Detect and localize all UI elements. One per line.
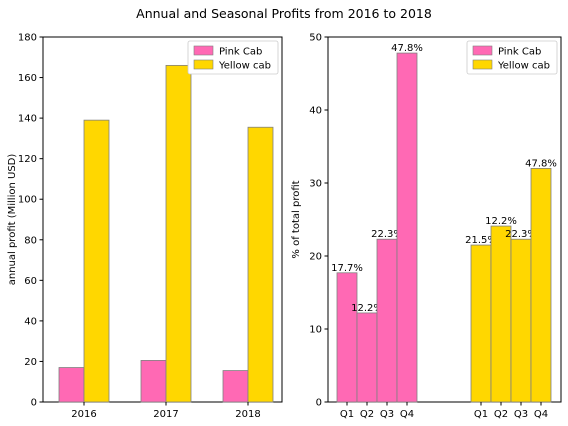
bar-yellow-cab-2016 [83, 119, 110, 403]
y-tick-label: 40 [309, 106, 322, 117]
y-tick-label: 0 [31, 398, 37, 409]
y-tick-label: 40 [24, 316, 37, 327]
y-tick-label: 30 [309, 179, 322, 190]
x-tick-label: 2017 [153, 409, 178, 420]
bar-yellow-cab-q2 [490, 225, 512, 403]
data-label-yellow-cab-q3: 22.3% [505, 229, 537, 240]
bar-pink-cab-2018 [222, 370, 249, 403]
legend-swatch-yellow-cab [193, 59, 214, 70]
y-tick-label: 0 [316, 398, 322, 409]
y-axis-label: annual profit (Million USD) [7, 154, 18, 286]
bar-pink-cab-2016 [58, 367, 85, 403]
bar-yellow-cab-q3 [510, 238, 532, 403]
data-label-pink-cab-q1: 17.7% [331, 263, 363, 274]
y-tick-label: 160 [18, 73, 37, 84]
legend: Pink Cab Yellow cab [187, 40, 279, 75]
y-tick-label: 20 [309, 252, 322, 263]
legend-label: Pink Cab [498, 47, 541, 58]
data-label-pink-cab-q3: 22.3% [371, 229, 403, 240]
legend-swatch-pink-cab [193, 45, 214, 56]
x-tick-label: Q2 [360, 409, 374, 420]
legend: Pink Cab Yellow cab [466, 40, 558, 75]
legend-label: Pink Cab [219, 47, 262, 58]
x-tick-label: Q4 [534, 409, 548, 420]
y-tick-label: 140 [18, 114, 37, 125]
seasonal-profit-chart: 0 10 20 30 40 50 17.7% Q1 12.2% Q2 22.3% Q3 47.8% Q4 2… [291, 33, 562, 420]
y-tick-label: 10 [309, 325, 322, 336]
legend-label: Yellow cab [218, 61, 271, 72]
legend-label: Yellow cab [497, 61, 550, 72]
bar-yellow-cab-q1 [470, 244, 492, 403]
bar-pink-cab-q3 [376, 238, 398, 403]
y-tick-label: 120 [18, 154, 37, 165]
x-tick-label: Q2 [494, 409, 508, 420]
bar-yellow-cab-q4 [530, 167, 552, 403]
data-label-pink-cab-q2: 12.2% [351, 303, 383, 314]
y-axis-label: % of total profit [291, 180, 302, 258]
y-tick-label: 50 [309, 33, 322, 44]
bar-pink-cab-2017 [140, 360, 167, 403]
bar-pink-cab-q4 [396, 52, 418, 403]
x-tick-label: Q3 [514, 409, 528, 420]
figure-title: Annual and Seasonal Profits from 2016 to… [136, 6, 432, 21]
data-label-yellow-cab-q4: 47.8% [525, 158, 557, 169]
legend-swatch-yellow-cab [472, 59, 493, 70]
x-tick-label: 2018 [235, 409, 260, 420]
bar-pink-cab-q1 [336, 272, 358, 403]
data-label-pink-cab-q4: 47.8% [391, 43, 423, 54]
y-tick-label: 100 [18, 195, 37, 206]
data-label-yellow-cab-q2: 12.2% [485, 216, 517, 227]
y-tick-label: 80 [24, 235, 37, 246]
bar-yellow-cab-2017 [165, 64, 192, 403]
x-tick-label: Q4 [400, 409, 414, 420]
bar-pink-cab-q2 [356, 312, 378, 403]
y-tick-label: 60 [24, 276, 37, 287]
legend-swatch-pink-cab [472, 45, 493, 56]
plot-frame [327, 36, 562, 403]
plot-frame [42, 36, 283, 403]
data-label-yellow-cab-q1: 21.5% [465, 235, 497, 246]
y-tick-label: 20 [24, 357, 37, 368]
x-tick-label: Q1 [340, 409, 354, 420]
annual-profit-chart: 0 20 40 60 80 100 120 140 160 180 2016 2017 2018 annu… [7, 33, 283, 420]
x-tick-label: Q3 [380, 409, 394, 420]
bar-yellow-cab-2018 [247, 126, 274, 403]
x-tick-label: Q1 [474, 409, 488, 420]
y-tick-label: 180 [18, 33, 37, 44]
x-tick-label: 2016 [71, 409, 96, 420]
